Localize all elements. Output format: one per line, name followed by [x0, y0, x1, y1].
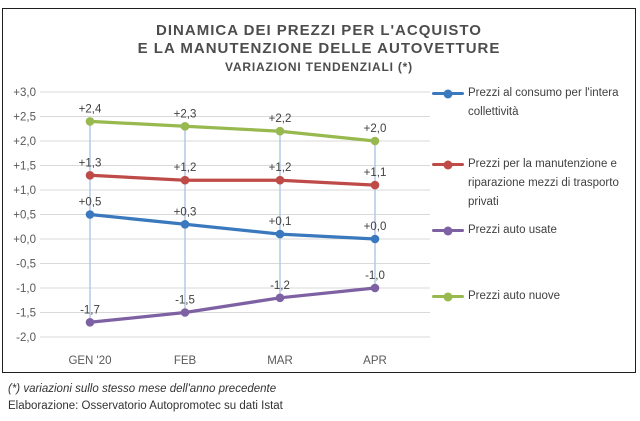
legend-label: Prezzi auto usate — [468, 224, 557, 236]
legend-label: Prezzi al consumo per l'intera collettiv… — [468, 87, 619, 118]
series-line — [88, 173, 377, 187]
y-tick-label: +0,0 — [13, 234, 36, 246]
x-category-label: GEN '20 — [68, 355, 111, 367]
x-category-label: APR — [363, 355, 387, 367]
y-tick-label: +2,0 — [13, 136, 36, 148]
data-label: +2,0 — [364, 123, 387, 135]
line-chart-plot: +3,0 +2,5 +2,0 +1,5 +1,0 +0,5 +0,0 -0,5 -1,0 -1,5… — [13, 87, 430, 367]
data-label: -1,7 — [80, 304, 100, 316]
series-line — [88, 286, 377, 324]
data-point — [85, 117, 95, 126]
legend-item: Prezzi al consumo per l'intera collettiv… — [432, 84, 632, 122]
data-label: +1,2 — [269, 162, 292, 174]
data-label: +2,3 — [174, 108, 197, 120]
data-point — [180, 308, 190, 317]
data-point — [180, 220, 190, 229]
data-label: +1,2 — [174, 162, 197, 174]
chart-frame: DINAMICA DEI PREZZI PER L'ACQUISTO E LA … — [2, 8, 636, 373]
data-label: +1,3 — [79, 157, 102, 169]
footnote-asterisk: (*) variazioni sullo stesso mese dell'an… — [8, 383, 277, 395]
chart-subtitle: VARIAZIONI TENDENZIALI (*) — [225, 60, 413, 74]
data-point — [370, 283, 380, 293]
data-point — [370, 180, 380, 190]
data-point — [275, 293, 285, 303]
data-label: +0,0 — [364, 221, 387, 233]
data-label: +0,1 — [269, 216, 292, 228]
data-point — [370, 234, 380, 244]
y-tick-label: -1,0 — [16, 283, 36, 295]
legend-item: Prezzi auto usate — [432, 221, 632, 240]
data-point — [180, 175, 190, 185]
data-point — [85, 318, 95, 327]
chart-title-line2: E LA MANUTENZIONE DELLE AUTOVETTURE — [137, 40, 501, 57]
data-label: +2,4 — [79, 103, 102, 115]
legend-item: Prezzi auto nuove — [432, 287, 632, 306]
data-point — [370, 136, 380, 146]
legend-marker-icon — [432, 160, 464, 169]
legend-marker-icon — [432, 292, 464, 301]
y-tick-label: +3,0 — [13, 87, 36, 99]
y-tick-label: +0,5 — [13, 210, 36, 222]
data-label: -1,5 — [175, 295, 195, 307]
data-label: +0,5 — [79, 197, 102, 209]
data-point — [180, 122, 190, 131]
source-note: Elaborazione: Osservatorio Autopromotec … — [8, 400, 283, 412]
data-label: +2,2 — [269, 113, 292, 125]
data-point — [275, 229, 285, 239]
y-tick-label: -2,0 — [16, 332, 36, 344]
x-category-label: FEB — [174, 355, 197, 367]
y-tick-label: -0,5 — [16, 259, 36, 271]
data-point — [85, 210, 95, 219]
y-tick-label: -1,5 — [16, 308, 36, 320]
title-block: DINAMICA DEI PREZZI PER L'ACQUISTO E LA … — [3, 22, 635, 74]
legend-marker-icon — [432, 226, 464, 235]
data-point — [275, 175, 285, 185]
chart-title-line1: DINAMICA DEI PREZZI PER L'ACQUISTO — [156, 22, 482, 39]
legend-marker-icon — [432, 89, 464, 98]
legend-label: Prezzi auto nuove — [468, 290, 561, 302]
data-label: +0,3 — [174, 206, 197, 218]
data-label: -1,2 — [270, 280, 290, 292]
legend-label: Prezzi per la manutenzione e riparazione… — [468, 158, 619, 208]
series-line — [88, 119, 377, 143]
y-tick-label: +1,0 — [13, 185, 36, 197]
series-line — [88, 212, 377, 241]
y-tick-label: +1,5 — [13, 161, 36, 173]
x-category-label: MAR — [267, 355, 293, 367]
data-point — [85, 171, 95, 180]
data-label: -1,0 — [365, 270, 385, 282]
data-label: +1,1 — [364, 167, 387, 179]
y-tick-label: +2,5 — [13, 112, 36, 124]
data-point — [275, 126, 285, 136]
legend-item: Prezzi per la manutenzione e riparazione… — [432, 155, 632, 212]
